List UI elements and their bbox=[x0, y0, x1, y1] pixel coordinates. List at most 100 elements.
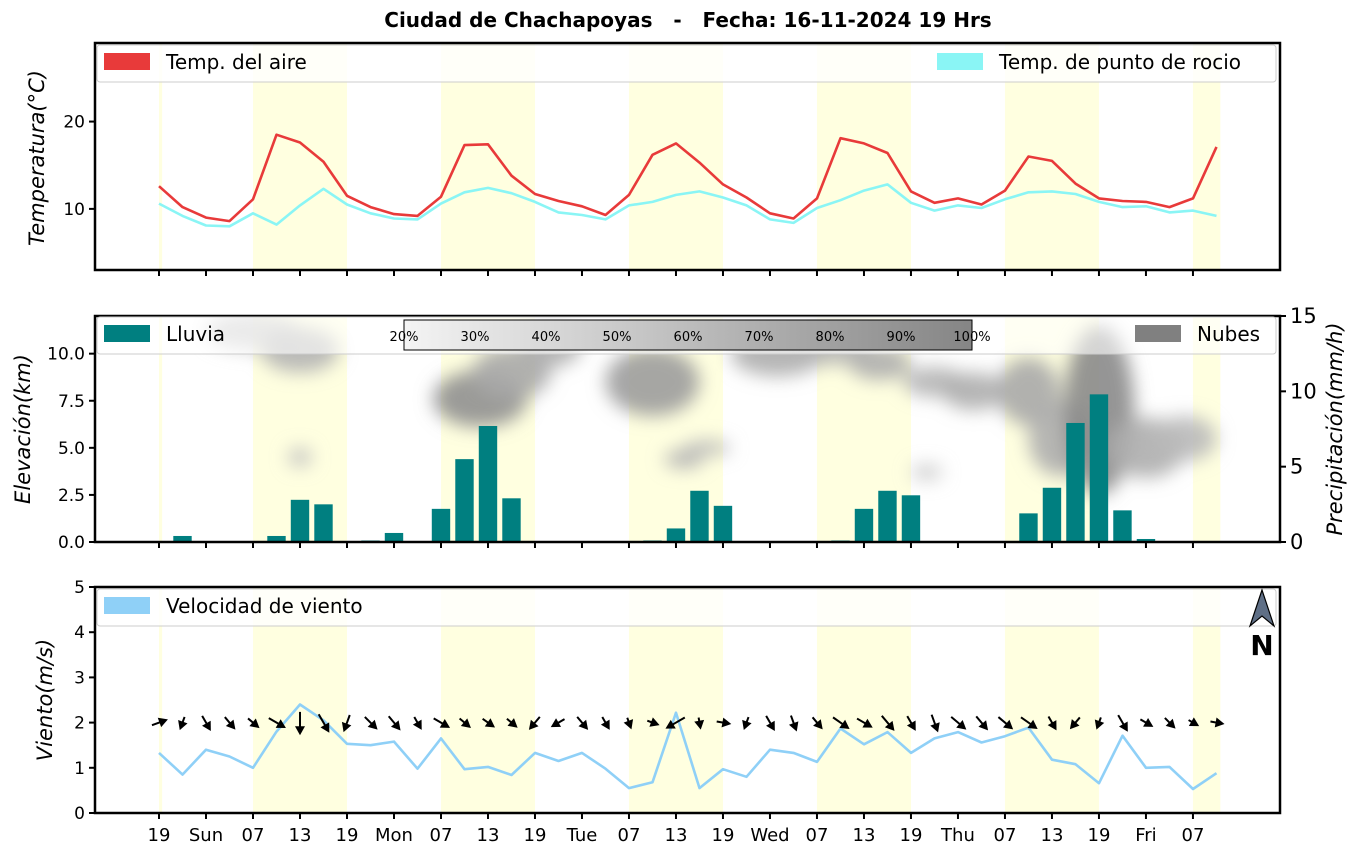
rain-bar bbox=[1136, 538, 1156, 542]
legend-label-rain: Lluvia bbox=[166, 322, 225, 346]
x-tick-label: 19 bbox=[524, 825, 547, 846]
wind-arrow bbox=[341, 714, 352, 733]
wind-arrow bbox=[856, 717, 873, 728]
wind-arrow bbox=[247, 717, 260, 729]
north-arrow-icon: N bbox=[1248, 588, 1276, 662]
wind-arrow bbox=[975, 715, 989, 731]
wind-arrow bbox=[482, 718, 496, 728]
wind-arrow bbox=[1047, 716, 1057, 731]
wind-arrow bbox=[387, 715, 401, 731]
wind-speed-line bbox=[158, 703, 1218, 791]
y-tick-label: 5 bbox=[74, 578, 85, 598]
y-tick-label: 2 bbox=[74, 714, 85, 734]
y-tick-label: 2.5 bbox=[58, 486, 85, 506]
x-tick-labels: 19 Sun 07 13 19 Mon 07 13 19 Tue 07 13 19 Wed 07 13 19 Th… bbox=[148, 825, 1205, 846]
legend-swatch-dew bbox=[937, 53, 983, 70]
cloud-blob bbox=[942, 372, 1005, 411]
y-tick-label: 20 bbox=[63, 113, 85, 133]
wind-arrow bbox=[295, 711, 305, 736]
wind-arrow bbox=[317, 713, 330, 733]
wind-arrow bbox=[600, 716, 610, 730]
wind-arrow bbox=[178, 716, 188, 731]
wind-arrow bbox=[950, 716, 967, 730]
wind-arrow bbox=[742, 716, 752, 731]
temperature-legend: Temp. del aire Temp. de punto de rocio bbox=[96, 44, 1277, 83]
rain-bar bbox=[384, 532, 404, 542]
wind-panel: 0 1 2 3 4 5 Velocidad de viento N Viento(m/s) bbox=[33, 578, 1282, 824]
legend-swatch-rain bbox=[104, 325, 150, 342]
x-tick-label: Wed bbox=[750, 825, 789, 846]
wind-arrow bbox=[811, 716, 823, 730]
wind-arrow bbox=[364, 716, 378, 730]
x-tick-label: 13 bbox=[853, 825, 876, 846]
x-tick-label: Fri bbox=[1135, 825, 1156, 846]
wind-arrow bbox=[906, 715, 916, 731]
wind-arrow bbox=[716, 717, 732, 728]
wind-legend: Velocidad de viento bbox=[96, 588, 1277, 627]
wind-arrow bbox=[268, 717, 286, 729]
cloud-scale-label: 60% bbox=[674, 330, 703, 345]
rain-bar bbox=[502, 498, 521, 542]
y-tick-label: 10 bbox=[63, 200, 85, 220]
legend-label-air: Temp. del aire bbox=[165, 50, 307, 74]
wind-arrow bbox=[665, 716, 686, 729]
cloud-scale-label: 30% bbox=[461, 330, 490, 345]
x-tick-label: 07 bbox=[618, 825, 641, 846]
daylight-band bbox=[159, 587, 163, 813]
rain-bar bbox=[901, 495, 921, 542]
cloud-blob bbox=[683, 440, 731, 456]
wind-arrow bbox=[201, 715, 211, 732]
north-label: N bbox=[1250, 629, 1273, 662]
wind-y-label: Viento(m/s) bbox=[33, 639, 57, 761]
cloud-blob bbox=[848, 346, 911, 381]
cloud-scale-label: 90% bbox=[887, 330, 916, 345]
legend-swatch-clouds bbox=[1135, 325, 1181, 342]
wind-arrow bbox=[458, 717, 471, 729]
rain-bar bbox=[666, 528, 686, 542]
x-tick-label: 13 bbox=[289, 825, 312, 846]
cloud-scale-label: 20% bbox=[390, 330, 419, 345]
wind-arrow bbox=[623, 717, 634, 730]
wind-arrow bbox=[528, 716, 541, 730]
rain-bar bbox=[267, 535, 286, 542]
rain-bar bbox=[173, 535, 192, 542]
cloud-scale-label: 100% bbox=[953, 330, 990, 345]
rain-bar bbox=[1042, 487, 1062, 542]
wind-arrow bbox=[765, 715, 775, 732]
wind-arrow bbox=[1094, 717, 1105, 730]
elevation-y-label: Elevación(km) bbox=[11, 354, 35, 504]
wind-arrow bbox=[997, 716, 1014, 730]
legend-label-wind: Velocidad de viento bbox=[166, 594, 363, 618]
wind-arrow bbox=[788, 715, 799, 732]
air-temp-line bbox=[158, 133, 1218, 223]
x-tick-label: Sun bbox=[189, 825, 223, 846]
x-tick-label: 19 bbox=[1088, 825, 1111, 846]
y-tick-label-right: 0 bbox=[1290, 530, 1303, 554]
cloud-blob bbox=[605, 348, 700, 416]
wind-arrow bbox=[646, 717, 660, 727]
x-tick-label: Thu bbox=[940, 825, 975, 846]
daylight-band bbox=[159, 43, 163, 270]
daylight-band bbox=[159, 316, 163, 542]
x-tick-label: 07 bbox=[994, 825, 1017, 846]
x-tick-label: 07 bbox=[1182, 825, 1205, 846]
x-tick-label: Tue bbox=[566, 825, 598, 846]
wind-arrow bbox=[576, 716, 589, 730]
x-tick-label: 13 bbox=[1041, 825, 1064, 846]
cloud-blob bbox=[664, 449, 704, 469]
y-tick-label: 4 bbox=[74, 623, 85, 643]
cloud-scale-label: 50% bbox=[603, 330, 632, 345]
x-tick-label: 13 bbox=[477, 825, 500, 846]
y-tick-label-right: 15 bbox=[1290, 304, 1317, 328]
y-tick-label-right: 10 bbox=[1290, 379, 1317, 403]
wind-arrow bbox=[1210, 717, 1225, 728]
temperature-y-label: Temperatura(°C) bbox=[25, 70, 49, 246]
rain-bar bbox=[314, 504, 333, 542]
rain-bar bbox=[1113, 510, 1132, 542]
wind-arrow bbox=[1020, 716, 1038, 730]
rain-bar bbox=[713, 505, 733, 542]
rain-bar bbox=[290, 499, 310, 542]
rain-bar bbox=[478, 425, 498, 542]
wind-arrow bbox=[506, 717, 518, 728]
